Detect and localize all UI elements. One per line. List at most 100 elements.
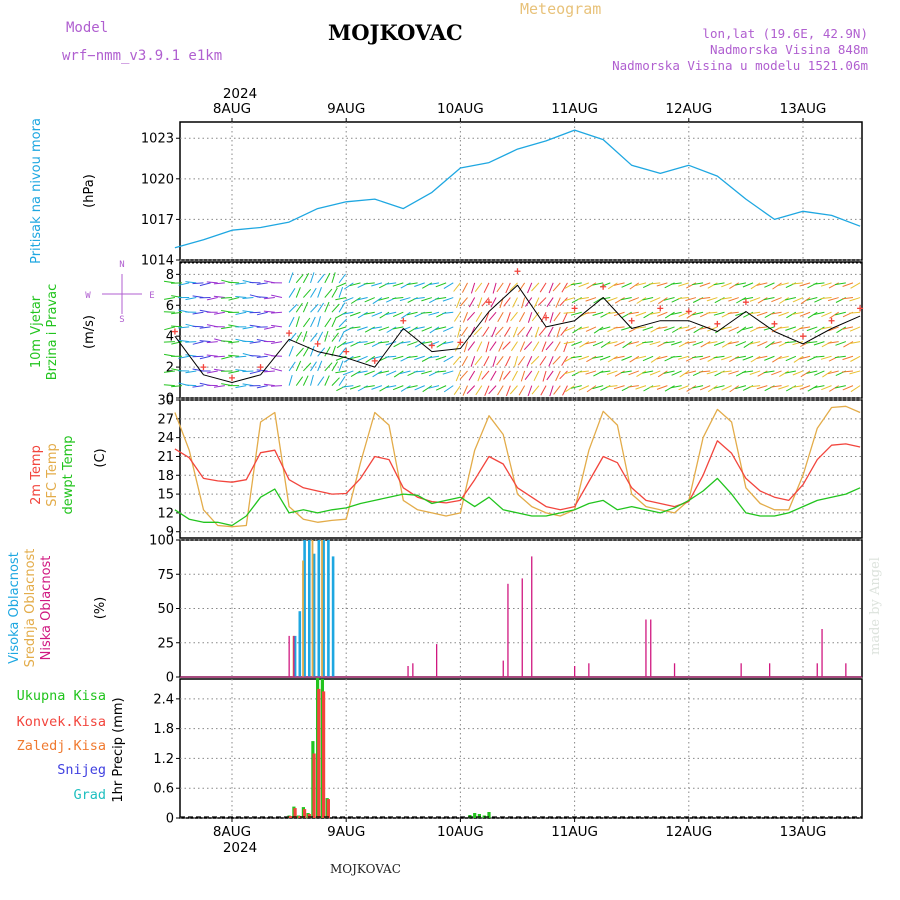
wind-arrow xyxy=(454,341,461,352)
wind-arrow xyxy=(271,294,283,299)
wind-arrow xyxy=(650,297,661,303)
wind-arrow xyxy=(585,326,597,332)
wind-arrow xyxy=(518,311,526,323)
wind-arrow xyxy=(636,370,647,378)
wind-arrow xyxy=(786,311,797,319)
wind-arrow xyxy=(539,355,547,366)
wind-arrow xyxy=(592,341,604,347)
wind-gust-marker xyxy=(400,317,407,324)
wind-arrow xyxy=(457,326,461,338)
wind-arrow xyxy=(525,326,533,337)
wind-arrow xyxy=(249,370,261,375)
wind-arrow xyxy=(510,341,518,352)
wind-arrow xyxy=(338,318,348,328)
wind-arrow xyxy=(213,368,225,372)
wind-arrow xyxy=(256,311,268,316)
temperature-axis-names-line: 2m Temp xyxy=(29,445,44,505)
wind-gust-marker xyxy=(742,299,749,306)
wind-arrow xyxy=(331,303,340,313)
wind-arrow xyxy=(477,297,483,309)
conv-rain-bar xyxy=(322,691,326,818)
wind-arrow xyxy=(385,282,397,285)
wind-arrow xyxy=(386,326,397,333)
wind-arrow xyxy=(336,311,347,319)
wind-arrow xyxy=(620,370,632,374)
station-title: MOJKOVAC xyxy=(328,20,463,45)
wind-arrow xyxy=(481,370,490,380)
wind-arrow xyxy=(692,385,704,389)
wind-arrow xyxy=(503,370,511,380)
wind-arrow xyxy=(778,385,789,390)
wind-arrow xyxy=(685,326,697,332)
y-tick-label: 8 xyxy=(166,268,174,283)
wind-arrow xyxy=(749,385,761,388)
wind-arrow xyxy=(656,282,668,287)
wind-arrow xyxy=(678,385,689,391)
wind-arrow xyxy=(849,370,861,375)
wind-arrow xyxy=(490,370,497,381)
wind-arrow xyxy=(192,295,204,299)
wind-arrow xyxy=(492,356,497,367)
wind-arrow xyxy=(488,311,497,321)
wind-arrow xyxy=(378,341,390,344)
wind-arrow xyxy=(331,332,339,342)
wind-arrow xyxy=(555,370,561,382)
top-date-label: 12AUG xyxy=(665,101,712,117)
wind-arrow xyxy=(413,297,425,300)
wind-arrow xyxy=(513,326,518,338)
wind-arrow xyxy=(422,385,433,393)
precip-legend-label: Grad xyxy=(73,787,106,803)
y-tick-label: 0 xyxy=(166,392,174,407)
wind-arrow xyxy=(185,354,197,357)
wind-gust-marker xyxy=(657,305,664,312)
y-tick-label: 12 xyxy=(157,506,174,521)
wind-arrow xyxy=(721,282,732,288)
low-cloud-bar xyxy=(769,663,771,677)
wind-arrow xyxy=(547,326,554,337)
wind-arrow xyxy=(556,326,561,338)
wind-arrow xyxy=(420,341,432,345)
wind-arrow xyxy=(729,385,740,393)
wind-arrow xyxy=(436,341,447,348)
wind-arrow xyxy=(792,370,804,376)
wind-arrow xyxy=(799,326,811,330)
wind-gust-marker xyxy=(771,320,778,327)
wind-arrow xyxy=(504,326,511,337)
total-rain-bar xyxy=(477,814,481,818)
wind-arrow xyxy=(317,360,323,372)
wind-arrow xyxy=(310,303,319,313)
wind-arrow xyxy=(627,385,639,388)
wind-arrow xyxy=(492,282,497,294)
wind-arrow xyxy=(171,385,183,388)
wind-arrow xyxy=(213,295,225,299)
wind-arrow xyxy=(470,282,476,294)
panel-frame xyxy=(179,399,863,539)
wind-arrow xyxy=(256,296,268,299)
wind-arrow xyxy=(642,326,654,331)
wind-arrow xyxy=(392,326,404,330)
wind-arrow xyxy=(785,355,797,362)
wind-arrow xyxy=(749,341,761,345)
wind-arrow xyxy=(706,311,718,314)
wind-arrow xyxy=(399,370,411,375)
wind-arrow xyxy=(563,297,575,302)
wind-gust-marker xyxy=(314,340,321,347)
wind-arrow xyxy=(357,385,368,392)
wind-arrow xyxy=(699,370,711,373)
wind-arrow xyxy=(649,341,661,346)
wind-arrow xyxy=(310,287,317,298)
y-tick-label: 21 xyxy=(157,450,174,465)
wind-arrow xyxy=(772,355,782,363)
dewpt-line xyxy=(174,477,861,527)
wind-arrow xyxy=(531,282,540,292)
wind-arrow xyxy=(842,282,854,287)
wind-arrow xyxy=(475,385,483,396)
wind-arrow xyxy=(770,341,782,345)
wind-arrow xyxy=(770,385,782,388)
wind-arrow xyxy=(221,326,233,330)
wind-arrow xyxy=(592,282,604,286)
wind-arrow xyxy=(562,312,568,323)
wind-arrow xyxy=(548,356,554,367)
wind-arrow xyxy=(849,341,861,345)
